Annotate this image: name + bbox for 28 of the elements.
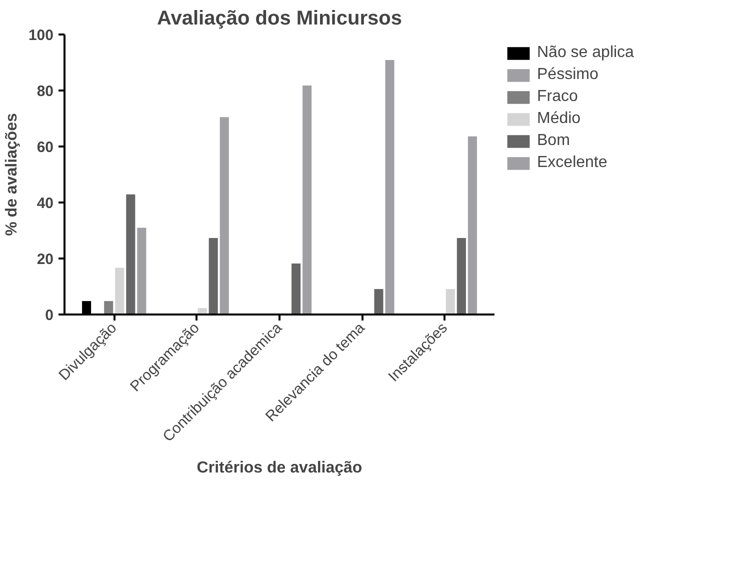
bar (115, 268, 124, 314)
bar (374, 289, 384, 314)
legend-label: Fraco (537, 88, 578, 106)
y-tick-label: 60 (36, 139, 54, 156)
y-tick-label: 100 (28, 27, 54, 44)
bar (292, 264, 301, 314)
bar (220, 117, 229, 314)
y-axis-title: % de avaliações (3, 113, 20, 236)
y-tick-label: 80 (36, 83, 54, 100)
bar (468, 136, 477, 314)
legend-label: Médio (537, 110, 581, 128)
bar (446, 289, 455, 314)
legend-label: Péssimo (537, 66, 598, 84)
x-axis-title: Critérios de avaliação (196, 459, 362, 476)
bar (126, 194, 136, 314)
bar (385, 60, 394, 314)
bar (137, 228, 146, 314)
y-tick-label: 0 (45, 307, 54, 324)
bar (104, 301, 114, 314)
y-tick-label: 20 (36, 251, 54, 268)
bar (208, 238, 218, 314)
bar (302, 85, 312, 314)
legend-label: Bom (537, 132, 570, 150)
chart-title: Avaliação dos Minicursos (157, 8, 402, 30)
y-tick-label: 40 (36, 195, 54, 212)
legend-label: Excelente (537, 154, 608, 172)
bar (456, 238, 466, 314)
legend-label: Não se aplica (537, 44, 634, 62)
